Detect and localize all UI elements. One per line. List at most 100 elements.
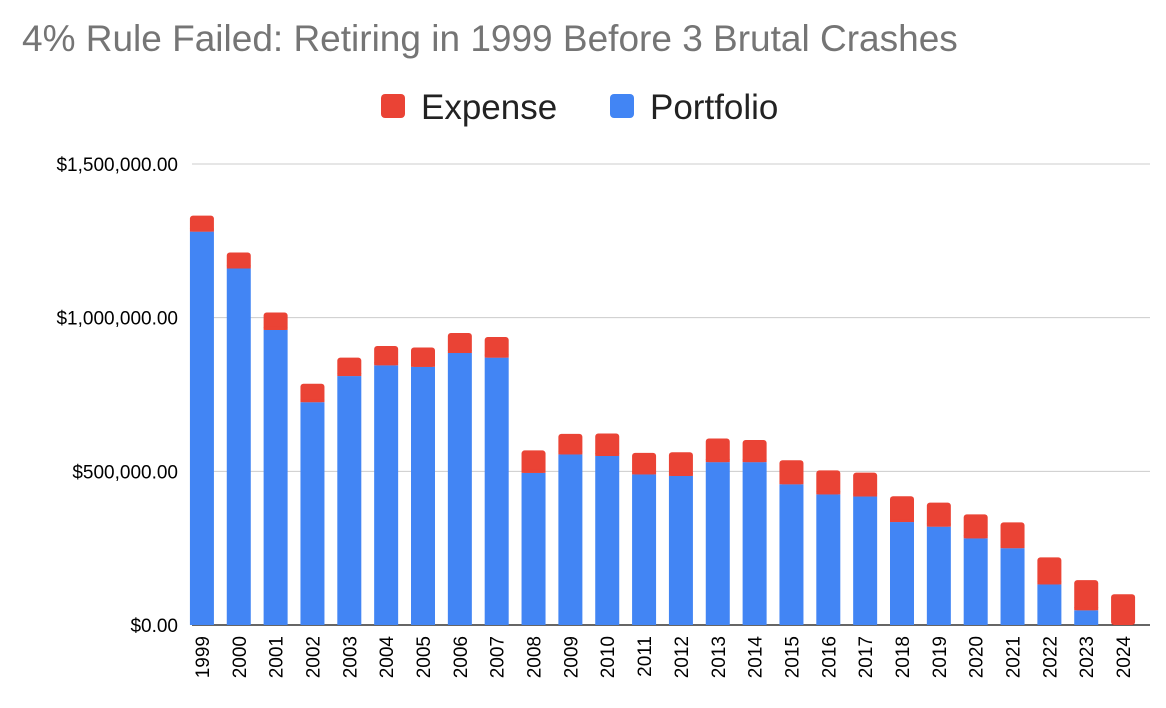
bar-expense-joint-2015	[779, 481, 804, 485]
bar-expense-joint-2004	[374, 362, 399, 366]
bar-expense-2013	[705, 438, 730, 463]
bar-expense-joint-2000	[226, 265, 251, 269]
bar-expense-joint-1999	[189, 228, 214, 232]
x-tick-label: 2001	[267, 636, 288, 678]
y-tick-label: $1,000,000.00	[56, 309, 178, 330]
bar-expense-2022	[1037, 557, 1062, 585]
x-tick-label: 1999	[193, 636, 214, 678]
x-tick-label: 2014	[746, 636, 767, 679]
bar-expense-joint-2003	[337, 373, 362, 377]
chart-title: 4% Rule Failed: Retiring in 1999 Before …	[22, 18, 958, 59]
x-tick-label: 2007	[488, 636, 509, 678]
bar-expense-joint-2020	[963, 535, 988, 539]
x-tick-label: 2005	[414, 636, 435, 678]
bar-expense-2014	[742, 439, 767, 463]
x-tick-label: 2012	[672, 636, 693, 678]
bar-expense-2004	[374, 345, 399, 366]
bar-expense-joint-2016	[816, 491, 841, 495]
x-tick-label: 2009	[561, 636, 582, 678]
bar-expense-2015	[779, 460, 804, 485]
bar-portfolio-2018	[890, 522, 914, 625]
y-tick-label: $500,000.00	[72, 462, 178, 483]
bar-expense-joint-2019	[926, 523, 951, 527]
bar-portfolio-1999	[189, 231, 214, 625]
bar-expense-2001	[263, 312, 288, 330]
x-tick-label: 2010	[598, 636, 619, 678]
bar-expense-2023	[1074, 580, 1099, 611]
bar-portfolio-2019	[926, 526, 951, 625]
bar-expense-joint-2006	[447, 350, 472, 354]
bar-expense-joint-2013	[705, 459, 730, 463]
bar-expense-2000	[226, 252, 251, 269]
bar-expense-2019	[926, 502, 951, 527]
legend: Expense Portfolio	[381, 88, 778, 127]
bar-portfolio-2017	[853, 496, 878, 625]
legend-swatch-expense	[381, 94, 405, 118]
legend-label-portfolio: Portfolio	[650, 88, 778, 127]
x-tick-label: 2021	[1004, 636, 1025, 678]
bar-expense-2016	[816, 470, 841, 495]
x-tick-label: 2006	[451, 636, 472, 678]
bar-expense-2007	[484, 337, 509, 358]
bar-expense-joint-2001	[263, 326, 288, 330]
bar-portfolio-2007	[484, 357, 509, 625]
x-tick-label: 2019	[930, 636, 951, 678]
bar-portfolio-2002	[300, 402, 325, 625]
bar-expense-joint-2017	[853, 493, 878, 497]
x-tick-label: 2020	[967, 636, 988, 678]
bar-portfolio-2005	[411, 366, 435, 625]
bar-expense-joint-2022	[1037, 581, 1062, 585]
x-tick-label: 2016	[819, 636, 840, 678]
bar-expense-2009	[558, 433, 583, 455]
bar-expense-2011	[632, 452, 657, 475]
bar-expense-2020	[963, 514, 988, 539]
bar-expense-joint-2009	[558, 451, 583, 455]
x-tick-label: 2008	[525, 636, 546, 678]
bar-expense-2008	[521, 450, 546, 473]
bar-expense-joint-2007	[484, 354, 509, 358]
x-axis-labels: 1999 2000 2001 2002 2003 2004 2005 2006 2007 2008…	[193, 636, 1135, 679]
bar-portfolio-2020	[963, 538, 988, 625]
y-axis-ticks: $0.00 $500,000.00 $1,000,000.00 $1,500,000.…	[56, 155, 178, 637]
bar-expense-1999	[189, 215, 214, 232]
bar-expense-joint-2010	[595, 452, 620, 456]
x-tick-label: 2022	[1040, 636, 1061, 678]
y-tick-label: $0.00	[130, 616, 178, 637]
bar-portfolio-2008	[521, 472, 546, 625]
x-tick-label: 2000	[230, 636, 251, 678]
bar-expense-joint-2018	[890, 519, 914, 523]
x-tick-label: 2004	[377, 636, 398, 679]
legend-swatch-portfolio	[610, 94, 634, 118]
bar-expense-2018	[890, 496, 914, 523]
bar-expense-joint-2008	[521, 469, 546, 473]
x-tick-label: 2003	[340, 636, 361, 678]
bar-portfolio-2021	[1000, 548, 1025, 625]
bar-expense-2021	[1000, 522, 1025, 549]
x-tick-label: 2017	[856, 636, 877, 678]
x-tick-label: 2013	[709, 636, 730, 678]
x-tick-label: 2002	[303, 636, 324, 678]
bar-portfolio-2000	[226, 268, 251, 625]
bar-portfolio-2022	[1037, 584, 1062, 625]
bar-expense-joint-2011	[632, 471, 657, 475]
bar-expense-2002	[300, 383, 325, 403]
bar-portfolio-2012	[668, 475, 693, 625]
bar-portfolio-2004	[374, 365, 399, 625]
bars	[189, 215, 1136, 625]
bar-portfolio-2016	[816, 494, 841, 625]
bar-portfolio-2015	[779, 484, 804, 625]
bar-portfolio-2014	[742, 462, 767, 625]
bar-portfolio-2009	[558, 454, 583, 625]
bar-expense-2006	[447, 333, 472, 354]
bar-expense-joint-2005	[411, 363, 435, 367]
bar-expense-joint-2012	[668, 472, 693, 476]
bar-expense-joint-2021	[1000, 545, 1025, 549]
bar-portfolio-2010	[595, 455, 620, 625]
x-tick-label: 2024	[1114, 636, 1135, 679]
bar-portfolio-2011	[632, 474, 657, 625]
x-tick-label: 2023	[1077, 636, 1098, 678]
x-tick-label: 2011	[635, 636, 656, 677]
x-tick-label: 2018	[893, 636, 914, 678]
bar-expense-2024	[1111, 594, 1136, 625]
